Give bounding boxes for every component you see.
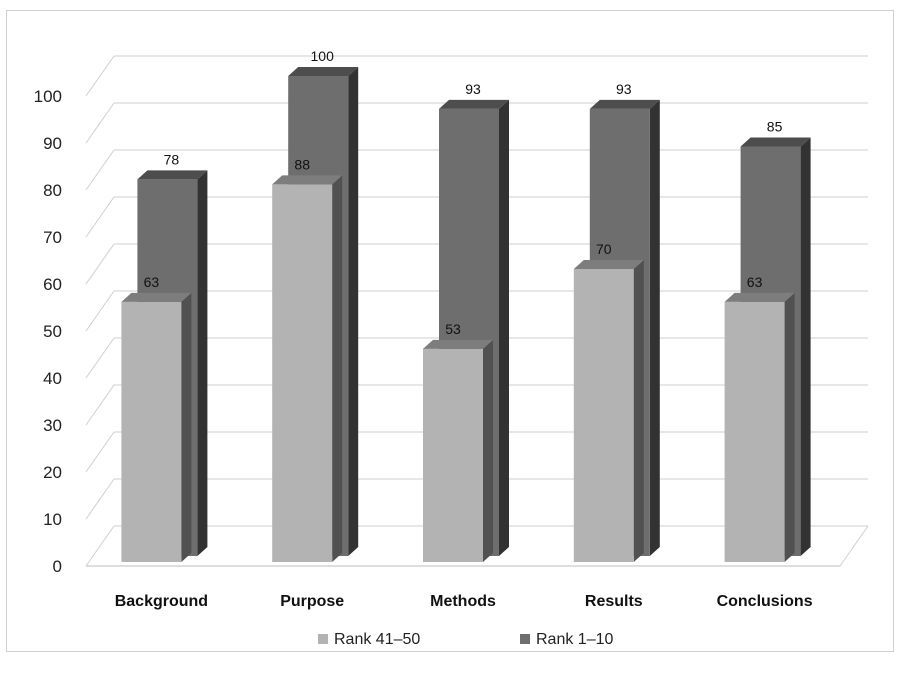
bars (121, 67, 811, 562)
bar-front (272, 175, 343, 562)
y-tick-label: 0 (53, 557, 62, 576)
data-label: 93 (616, 81, 632, 97)
y-tick-label: 30 (43, 416, 62, 435)
legend-item: Rank 41–50 (318, 631, 420, 648)
data-label: 63 (747, 274, 763, 290)
data-label: 53 (445, 321, 461, 337)
y-tick-label: 40 (43, 369, 62, 388)
y-tick-label: 70 (43, 228, 62, 247)
y-tick-label: 80 (43, 181, 62, 200)
y-tick-label: 10 (43, 510, 62, 529)
data-label: 88 (294, 156, 310, 172)
legend: Rank 41–50 Rank 1–10 (318, 631, 613, 648)
legend-label: Rank 1–10 (536, 631, 613, 648)
data-labels: 78 100 93 93 85 63 88 53 70 63 (144, 48, 783, 337)
y-axis: 0 10 20 30 40 50 60 70 80 90 100 (34, 87, 62, 576)
bar-front (724, 292, 795, 562)
y-tick-label: 90 (43, 134, 62, 153)
bar-front (423, 339, 493, 562)
legend-item: Rank 1–10 (520, 631, 613, 648)
category-label: Conclusions (717, 593, 813, 610)
gridline (85, 55, 868, 97)
y-tick-label: 100 (34, 87, 62, 106)
floor-side-edge (839, 525, 869, 567)
legend-swatch (318, 634, 328, 644)
category-label: Methods (430, 593, 496, 610)
data-label: 100 (311, 48, 335, 64)
y-tick-label: 50 (43, 322, 62, 341)
data-label: 63 (144, 274, 160, 290)
legend-label: Rank 41–50 (334, 631, 420, 648)
category-label: Background (115, 593, 208, 610)
data-label: 78 (164, 151, 180, 167)
x-axis: Background Purpose Methods Results Conclusio… (115, 593, 813, 610)
y-tick-label: 60 (43, 275, 62, 294)
y-tick-label: 20 (43, 463, 62, 482)
data-label: 70 (596, 241, 612, 257)
category-label: Purpose (280, 593, 344, 610)
data-label: 85 (767, 119, 783, 135)
category-label: Results (585, 593, 643, 610)
legend-swatch (520, 634, 530, 644)
bar-front (573, 260, 644, 562)
data-label: 93 (465, 81, 481, 97)
bar-front (121, 292, 192, 562)
